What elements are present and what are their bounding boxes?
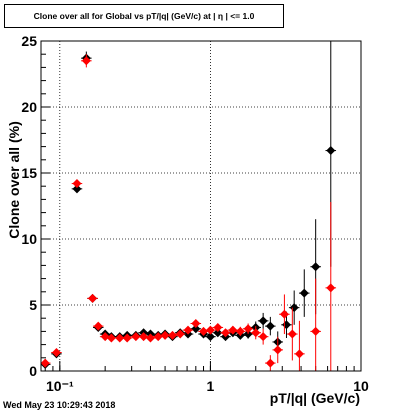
y-tick-label: 15: [21, 165, 37, 181]
y-axis-label-wrap: Clone over all (%): [6, 121, 22, 238]
data-point: [122, 333, 132, 343]
data-point: [131, 332, 141, 342]
y-axis-label: Clone over all (%): [6, 121, 22, 238]
data-point: [235, 326, 245, 336]
y-axis: 0 5 10 15 20 25: [21, 33, 50, 379]
data-point: [72, 184, 82, 194]
y-tick-label: 0: [29, 363, 37, 379]
data-point: [294, 349, 304, 359]
y-tick-label: 5: [29, 297, 37, 313]
y-tick-label: 20: [21, 99, 37, 115]
data-point: [243, 324, 253, 334]
data-point: [153, 332, 163, 342]
series-1: [40, 54, 337, 371]
data-point: [265, 358, 275, 368]
x-axis-label: pT/|q| (GeV/c): [269, 390, 360, 406]
data-point: [311, 326, 321, 336]
x-axis: 10⁻¹ 1 10: [46, 361, 369, 394]
data-point: [100, 332, 110, 342]
timestamp: Wed May 23 10:29:43 2018: [3, 400, 116, 410]
data-point: [106, 333, 116, 343]
data-point: [175, 329, 185, 339]
data-point: [72, 179, 82, 189]
data-point: [160, 330, 170, 340]
series-layer: [40, 41, 337, 371]
chart-title: Clone over all for Global vs pT/|q| (GeV…: [4, 4, 284, 28]
data-point: [139, 332, 149, 342]
data-point: [228, 325, 238, 335]
data-point: [213, 322, 223, 332]
data-point: [287, 329, 297, 339]
data-point: [299, 288, 309, 298]
plot-frame: [40, 40, 362, 372]
data-point: [167, 330, 177, 340]
data-point: [251, 328, 261, 338]
plot-area: [41, 41, 361, 371]
grid-lines: [41, 41, 361, 371]
data-point: [258, 316, 268, 326]
y-tick-label: 25: [21, 33, 37, 49]
data-point: [191, 324, 201, 334]
data-point: [258, 332, 268, 342]
data-point: [199, 326, 209, 336]
x-tick-label: 1: [207, 378, 215, 394]
x-tick-label: 10: [353, 378, 369, 394]
data-point: [205, 332, 215, 342]
data-point: [183, 325, 193, 335]
data-point: [311, 262, 321, 272]
data-point: [51, 348, 61, 358]
data-point: [115, 333, 125, 343]
data-point: [326, 146, 336, 156]
data-point: [279, 309, 289, 319]
data-point: [191, 318, 201, 328]
data-point: [326, 283, 336, 293]
y-tick-label: 10: [21, 231, 37, 247]
data-point: [88, 293, 98, 303]
data-point: [265, 321, 275, 331]
x-tick-label: 10⁻¹: [46, 378, 74, 394]
data-point: [273, 345, 283, 355]
data-point: [81, 56, 91, 66]
data-point: [145, 333, 155, 343]
data-point: [40, 358, 50, 368]
data-point: [93, 321, 103, 331]
